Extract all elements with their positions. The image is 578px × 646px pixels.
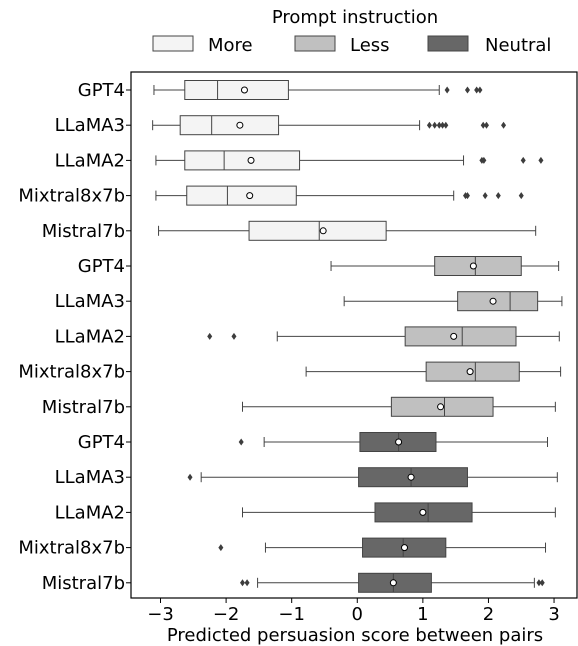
outlier-neutral-llama3: [187, 473, 193, 481]
legend-title: Prompt instruction: [272, 7, 438, 28]
y-tick-label-more-llama2: LLaMA2: [55, 150, 125, 171]
outlier-more-gpt4: [464, 86, 470, 94]
y-tick-label-less-mixtral8x7b: Mixtral8x7b: [18, 362, 125, 383]
outlier-more-mixtral8x7b: [482, 192, 488, 200]
mean-marker-neutral-llama3: [407, 473, 415, 481]
outlier-neutral-gpt4: [238, 438, 244, 446]
x-tick-label: 3: [548, 604, 559, 625]
mean-marker-less-mixtral8x7b: [466, 368, 474, 376]
outlier-more-mixtral8x7b: [518, 192, 524, 200]
box-less-llama3: [457, 291, 539, 312]
outlier-more-gpt4: [477, 86, 483, 94]
outlier-more-llama2: [520, 156, 526, 164]
y-tick-label-more-llama3: LLaMA3: [55, 115, 125, 136]
box-more-llama3: [179, 115, 280, 136]
x-tick-label: 1: [417, 604, 428, 625]
outlier-more-llama3: [432, 121, 438, 129]
box-more-mistral7b: [248, 220, 387, 241]
legend-swatch-more: [152, 35, 194, 52]
plot-frame: [130, 71, 578, 599]
y-tick-label-less-llama3: LLaMA3: [55, 291, 125, 312]
box-more-llama2: [184, 150, 301, 171]
y-tick-label-neutral-mixtral8x7b: Mixtral8x7b: [18, 538, 125, 559]
outlier-more-mixtral8x7b: [464, 192, 470, 200]
mean-marker-less-llama2: [450, 332, 458, 340]
outlier-more-gpt4: [444, 86, 450, 94]
outlier-more-llama2: [481, 156, 487, 164]
y-tick-label-more-mistral7b: Mistral7b: [42, 221, 125, 242]
y-tick-label-more-mixtral8x7b: Mixtral8x7b: [18, 186, 125, 207]
mean-marker-less-gpt4: [469, 262, 477, 270]
box-more-mixtral8x7b: [186, 185, 297, 206]
box-less-llama2: [404, 326, 517, 347]
outlier-neutral-mixtral8x7b: [218, 544, 224, 552]
mean-marker-neutral-mistral7b: [389, 579, 397, 587]
outlier-neutral-mistral7b: [244, 579, 250, 587]
y-tick-label-less-mistral7b: Mistral7b: [42, 397, 125, 418]
y-tick-label-neutral-gpt4: GPT4: [78, 432, 125, 453]
x-tick-label: −1: [278, 604, 305, 625]
outlier-more-mixtral8x7b: [495, 192, 501, 200]
outlier-neutral-mistral7b: [536, 579, 542, 587]
outlier-less-llama2: [207, 332, 213, 340]
mean-marker-more-llama3: [236, 121, 244, 129]
outlier-more-llama3: [480, 121, 486, 129]
x-tick-label: −2: [213, 604, 240, 625]
legend-label-more: More: [208, 35, 253, 56]
y-tick-label-neutral-mistral7b: Mistral7b: [42, 573, 125, 594]
y-tick-label-neutral-llama2: LLaMA2: [55, 502, 125, 523]
outlier-neutral-mistral7b: [539, 579, 545, 587]
legend-swatch-less: [294, 35, 336, 52]
mean-marker-less-mistral7b: [437, 403, 445, 411]
legend-label-less: Less: [350, 35, 390, 56]
box-less-gpt4: [434, 256, 522, 276]
outlier-neutral-mistral7b: [240, 579, 245, 587]
box-more-gpt4: [184, 80, 289, 100]
outlier-more-llama2: [538, 156, 544, 164]
mean-marker-more-llama2: [247, 156, 255, 164]
outlier-more-llama3: [443, 121, 449, 129]
outlier-more-gpt4: [474, 86, 480, 94]
y-tick-label-less-llama2: LLaMA2: [55, 326, 125, 347]
y-tick-label-more-gpt4: GPT4: [78, 80, 125, 101]
legend: Prompt instruction More Less Neutral: [152, 7, 551, 56]
outlier-more-llama3: [483, 121, 489, 129]
mean-marker-neutral-gpt4: [395, 438, 403, 446]
x-tick-label: 2: [483, 604, 494, 625]
x-tick-label: −3: [147, 604, 174, 625]
x-axis-label: Predicted persuasion score between pairs: [167, 625, 543, 646]
legend-swatch-neutral: [427, 35, 469, 52]
y-tick-label-less-gpt4: GPT4: [78, 256, 125, 277]
x-tick-label: 0: [352, 604, 363, 625]
mean-marker-more-mistral7b: [319, 227, 327, 235]
mean-marker-neutral-mixtral8x7b: [401, 544, 409, 552]
outlier-more-llama3: [501, 121, 507, 129]
legend-label-neutral: Neutral: [485, 35, 551, 56]
mean-marker-more-mixtral8x7b: [246, 192, 254, 200]
outlier-more-llama3: [440, 121, 446, 129]
outlier-more-llama3: [426, 121, 432, 129]
outlier-less-llama2: [231, 332, 237, 340]
mean-marker-more-gpt4: [240, 86, 248, 94]
mean-marker-less-llama3: [489, 297, 497, 305]
mean-marker-neutral-llama2: [419, 508, 427, 516]
y-tick-label-neutral-llama3: LLaMA3: [55, 467, 125, 488]
outlier-more-llama3: [436, 121, 442, 129]
